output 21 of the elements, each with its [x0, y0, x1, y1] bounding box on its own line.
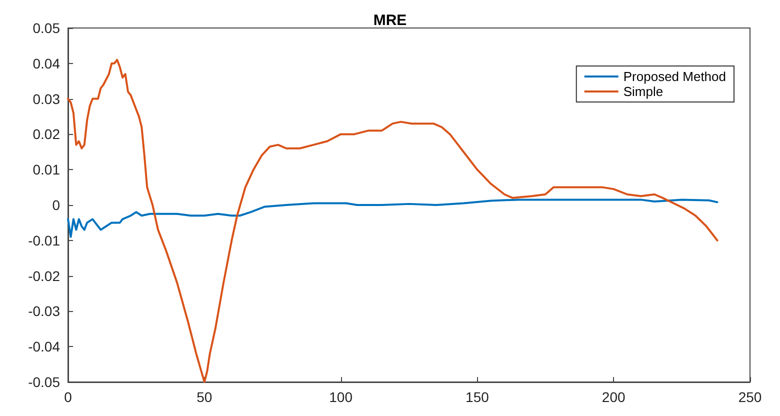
x-tick-label: 50 — [196, 389, 212, 405]
y-tick-label: -0.05 — [28, 374, 60, 390]
y-tick-label: 0.03 — [32, 90, 60, 107]
y-tick-label: 0 — [52, 197, 60, 213]
y-tick-label: 0.05 — [32, 20, 60, 36]
y-tick-label: -0.02 — [28, 268, 60, 284]
line-series — [67, 198, 718, 238]
x-tick-label: 100 — [329, 389, 353, 405]
y-tick-label: 0.04 — [32, 55, 60, 72]
y-tick-label: -0.03 — [28, 303, 60, 320]
x-tick-label: 200 — [602, 389, 626, 405]
x-tick-label: 250 — [738, 389, 762, 405]
y-tick-label: -0.04 — [28, 338, 60, 355]
x-tick-label: 150 — [466, 389, 490, 405]
legend-label: Simple — [623, 84, 664, 99]
y-tick-label: 0.02 — [32, 126, 60, 142]
x-tick-label: 0 — [64, 389, 72, 405]
y-tick-label: 0.01 — [32, 162, 60, 178]
legend-label: Proposed Method — [623, 69, 726, 84]
chart-title: MRE — [373, 12, 407, 29]
y-tick-label: -0.01 — [28, 232, 60, 248]
